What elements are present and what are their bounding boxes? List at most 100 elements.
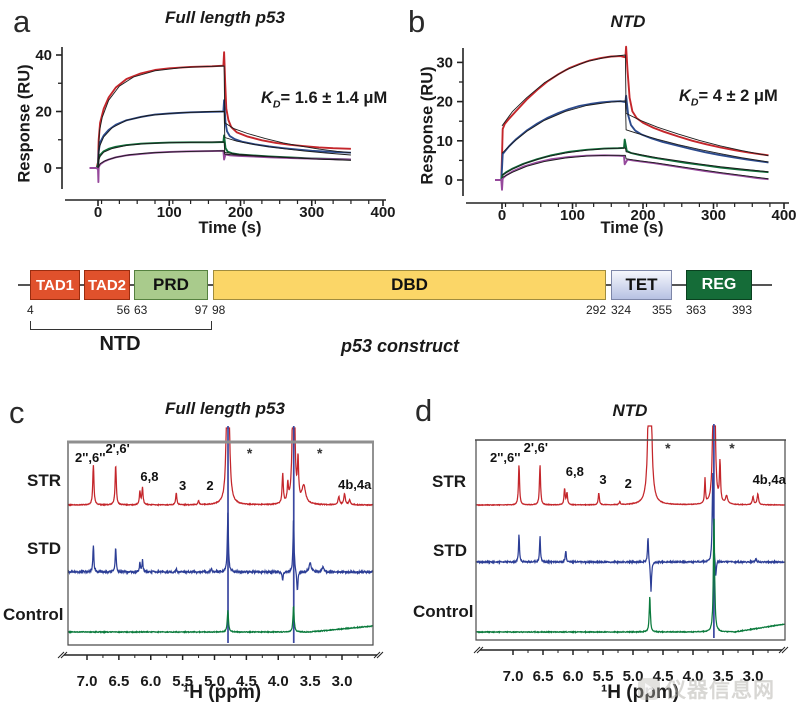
asterisk-marker: *	[729, 440, 735, 456]
tick-label-y: 0	[44, 160, 52, 177]
peak-label: 2	[625, 476, 632, 491]
row-label-control-d: Control	[413, 602, 474, 621]
peak-label: 6,8	[566, 464, 584, 479]
axis-break-mark	[781, 646, 789, 654]
nmr-trace-std	[67, 512, 374, 591]
asterisk-marker: *	[665, 440, 671, 456]
domain-label: PRD	[153, 275, 189, 294]
kd-subscript: D	[690, 96, 699, 109]
boundary-number: 355	[651, 303, 672, 317]
fit-blue-curve	[501, 100, 769, 163]
fit-red-curve	[97, 65, 351, 169]
tick-label-x: 400	[771, 207, 796, 224]
spectrum-box	[475, 440, 786, 641]
boundary-number: 4	[27, 303, 34, 317]
tick-label-ppm: 4.5	[236, 673, 257, 690]
kd-subscript: D	[272, 98, 281, 111]
domain-label: REG	[701, 276, 737, 293]
kd-value-b: KD= 4 ± 2 μM	[679, 87, 778, 108]
fit-red-curve	[501, 54, 769, 157]
tick-label-ppm: 6.5	[108, 673, 129, 690]
axis-break-mark	[57, 651, 65, 659]
row-label-std-c: STD	[27, 539, 61, 558]
tick-label-ppm: 7.0	[77, 673, 98, 690]
nmr-trace-str	[475, 425, 786, 507]
boundary-number: 292	[585, 303, 606, 317]
tick-label-ppm: 3.0	[332, 673, 353, 690]
tick-label-ppm: 4.0	[268, 673, 289, 690]
tick-label-y: 20	[436, 94, 453, 111]
kd-symbol: K	[261, 89, 273, 107]
domain-reg: REG	[686, 270, 752, 300]
axis-break-mark	[373, 651, 381, 659]
nmr-trace-str	[67, 427, 374, 507]
tick-label-x: 0	[498, 207, 506, 224]
nmr-trace-std	[475, 472, 786, 592]
panel-c-title: Full length p53	[165, 399, 285, 418]
tick-label-ppm: 6.0	[563, 668, 584, 685]
tick-label-y: 20	[35, 104, 52, 121]
tick-label-y: 0	[445, 172, 453, 189]
nmr-panel-c: 7.0 6.5 6.0 5.5 5.0 4.5 4.0 3.5 3.0 2'',6''2',6' 6…	[57, 426, 384, 690]
domain-label: DBD	[391, 275, 428, 294]
peak-label: 2',6'	[524, 440, 548, 455]
kd-text: = 4 ± 2 μM	[698, 87, 778, 105]
ntd-label: NTD	[99, 333, 141, 355]
domain-dbd: DBD	[213, 270, 606, 300]
kd-text: = 1.6 ± 1.4 μM	[280, 89, 388, 107]
panel-b-title: NTD	[610, 12, 646, 31]
tick-label-ppm: 6.5	[533, 668, 554, 685]
boundary-number: 63	[134, 303, 148, 317]
construct-caption: p53 construct	[340, 336, 460, 356]
tick-label-x: 300	[299, 204, 324, 221]
fit-green-curve	[501, 147, 769, 176]
x-axis-label-c: ¹H (ppm)	[182, 682, 262, 703]
peak-label: 2',6'	[105, 441, 129, 456]
boundary-number: 363	[686, 303, 707, 317]
tick-label-ppm: 5.5	[593, 668, 614, 685]
domain-label: TAD2	[87, 276, 127, 294]
fit-purple-curve	[501, 154, 769, 180]
row-label-std-d: STD	[433, 541, 467, 560]
domain-tet: TET	[611, 270, 672, 300]
peak-label: 3	[179, 478, 186, 493]
domain-label: TAD1	[35, 276, 75, 294]
peak-label: 2'',6''	[75, 450, 105, 465]
tick-label-y: 30	[436, 54, 453, 71]
spectrum-box	[67, 442, 374, 646]
fit-purple-curve	[97, 150, 351, 169]
tick-label-ppm: 4.0	[683, 668, 704, 685]
kd-value-a: KD= 1.6 ± 1.4 μM	[261, 89, 387, 110]
tick-label-x: 0	[94, 204, 102, 221]
row-label-str-d: STR	[432, 472, 466, 491]
x-axis-label-a: Time (s)	[198, 219, 262, 237]
tick-label-ppm: 5.5	[172, 673, 193, 690]
axis-break-mark	[60, 651, 68, 659]
tick-label-x: 200	[228, 204, 253, 221]
domain-tad1: TAD1	[30, 270, 80, 300]
tick-label-y: 10	[436, 133, 453, 150]
domain-label: TET	[625, 275, 658, 294]
tick-label-x: 400	[370, 204, 395, 221]
nmr-panel-d: 7.0 6.5 6.0 5.5 5.0 4.5 4.0 3.5 3.0 2'',6'' 2',6' 6…	[473, 424, 789, 685]
axis-break-mark	[376, 651, 384, 659]
fit-blue-curve	[97, 111, 351, 169]
asterisk-marker: *	[247, 445, 253, 461]
watermark: 仪器信息网	[638, 674, 775, 704]
tick-label-y: 40	[35, 47, 52, 64]
peak-label: 4b,4a	[338, 477, 372, 492]
nmr-trace-control	[475, 518, 786, 634]
boundary-number: 393	[731, 303, 752, 317]
asterisk-marker: *	[317, 445, 323, 461]
tick-label-ppm: 3.5	[713, 668, 734, 685]
boundary-number: 98	[212, 303, 226, 317]
sensorgram-purple-trace	[89, 149, 351, 184]
panel-a-letter: a	[13, 4, 31, 39]
tick-label-ppm: 3.0	[743, 668, 764, 685]
tick-label-ppm: 5.0	[623, 668, 644, 685]
domain-prd: PRD	[134, 270, 208, 300]
axis-break-mark	[778, 646, 786, 654]
row-label-control-c: Control	[3, 605, 64, 624]
